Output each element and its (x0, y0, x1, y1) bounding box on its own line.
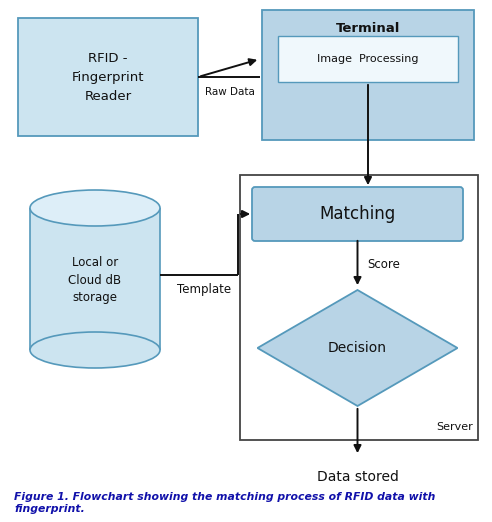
Text: Decision: Decision (328, 341, 387, 355)
Polygon shape (257, 290, 458, 406)
FancyBboxPatch shape (252, 187, 463, 241)
Bar (240, 175, 478, 440)
Text: Terminal: Terminal (336, 21, 400, 34)
Text: Local or
Cloud dB
storage: Local or Cloud dB storage (68, 255, 122, 304)
Ellipse shape (30, 332, 160, 368)
Text: Raw Data: Raw Data (205, 87, 255, 97)
Bar (18, 18, 198, 136)
Text: Server: Server (436, 422, 473, 432)
Text: Score: Score (368, 257, 400, 270)
Text: Figure 1. Flowchart showing the matching process of RFID data with
fingerprint.: Figure 1. Flowchart showing the matching… (14, 492, 435, 514)
Bar (262, 10, 474, 140)
Text: Image  Processing: Image Processing (317, 54, 419, 64)
Bar (30, 208, 160, 350)
Text: Template: Template (177, 283, 231, 296)
Bar (278, 36, 458, 82)
Text: Matching: Matching (319, 205, 396, 223)
Bar (31, 208, 159, 350)
Text: Data stored: Data stored (316, 470, 399, 484)
Ellipse shape (30, 190, 160, 226)
Text: RFID -
Fingerprint
Reader: RFID - Fingerprint Reader (72, 52, 144, 102)
